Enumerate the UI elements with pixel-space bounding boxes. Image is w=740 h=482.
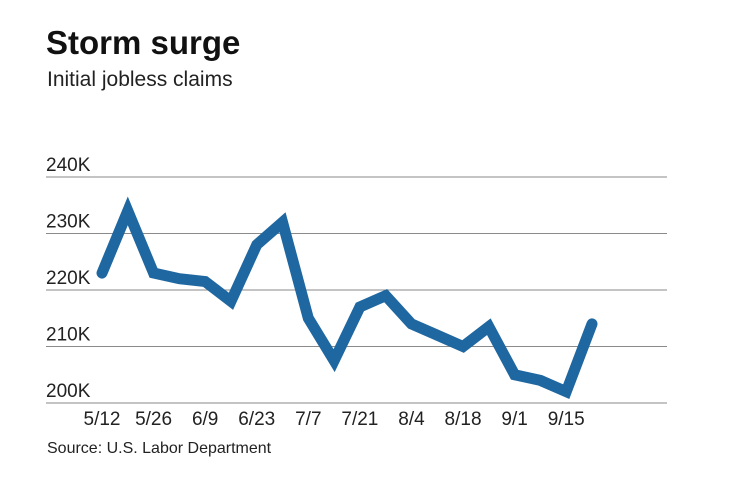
x-tick-label: 9/15 [548,409,585,430]
x-tick-label: 7/21 [341,409,378,430]
y-tick-label: 230K [46,212,91,233]
series-line [96,196,598,400]
x-tick-label: 5/12 [84,409,121,430]
x-tick-label: 9/1 [501,409,527,430]
x-tick-label: 8/4 [398,409,425,430]
x-tick-label: 5/26 [135,409,172,430]
x-tick-label: 6/9 [192,409,218,430]
y-tick-label: 240K [46,155,91,176]
source-note: Source: U.S. Labor Department [47,440,272,457]
x-tick-label: 8/18 [445,409,482,430]
chart-title: Storm surge [46,24,241,61]
x-tick-label: 6/23 [238,409,275,430]
chart-subtitle: Initial jobless claims [47,68,233,91]
y-tick-label: 210K [46,325,91,346]
y-tick-label: 220K [46,268,91,289]
y-tick-label: 200K [46,381,91,402]
x-tick-label: 7/7 [295,409,321,430]
